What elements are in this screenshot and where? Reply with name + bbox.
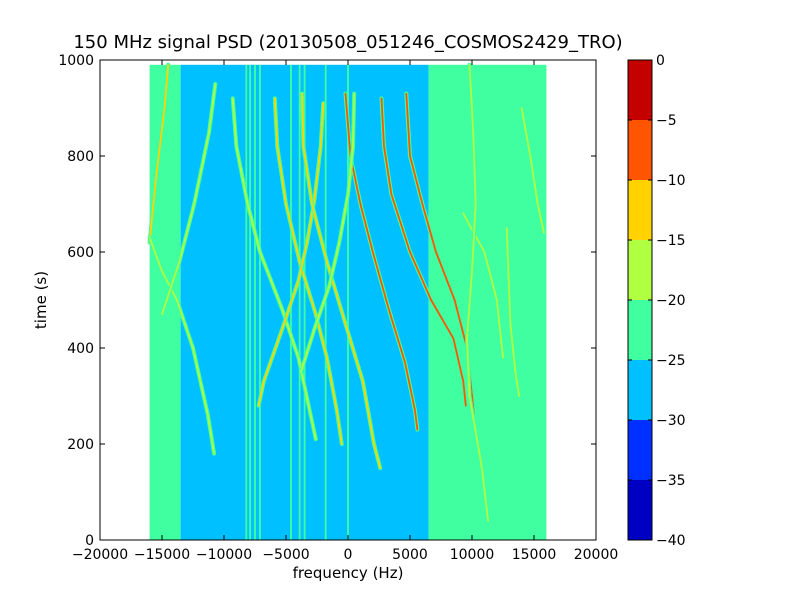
y-tick-label: 800 (67, 149, 94, 165)
stationary-carrier-line (298, 64, 301, 540)
doppler-track (405, 92, 476, 421)
colorbar-tick-label: −25 (656, 353, 686, 369)
colorbar-level (628, 420, 652, 480)
doppler-track (505, 227, 520, 397)
y-tick-label: 0 (85, 533, 94, 549)
colorbar-level (628, 240, 652, 300)
colorbar-tick-label: −10 (656, 173, 686, 189)
chart-title: 150 MHz signal PSD (20130508_051246_COSM… (73, 32, 622, 53)
y-tick-label: 600 (67, 245, 94, 261)
colorbar-tick-label: −15 (656, 233, 686, 249)
x-tick-label: −20000 (72, 547, 128, 563)
x-tick-label: 5000 (392, 547, 428, 563)
x-tick-label: 20000 (574, 547, 619, 563)
stationary-carrier-line (347, 64, 349, 540)
doppler-track (273, 97, 343, 445)
x-tick-label: 15000 (512, 547, 557, 563)
spectrogram-plot (147, 62, 547, 540)
spectrogram-heatmap (147, 62, 547, 540)
x-tick-label: −5000 (262, 547, 309, 563)
doppler-track (231, 97, 317, 441)
stationary-carrier-line (249, 64, 251, 540)
colorbar-level (628, 480, 652, 540)
colorbar-tick-label: −5 (656, 113, 677, 129)
doppler-track (466, 63, 490, 522)
colorbar-level (628, 300, 652, 360)
colorbar-level (628, 60, 652, 120)
doppler-track (380, 97, 467, 407)
x-tick-label: 0 (344, 547, 353, 563)
doppler-track (299, 92, 356, 373)
noise-floor-region (428, 64, 547, 540)
x-tick-label: −15000 (134, 547, 190, 563)
x-tick-label: 10000 (450, 547, 495, 563)
colorbar-level (628, 360, 652, 420)
doppler-track (520, 107, 545, 234)
y-axis-label: time (s) (32, 271, 50, 329)
stationary-carrier-line (245, 64, 248, 540)
colorbar-tick-label: −35 (656, 473, 686, 489)
colorbar-tick-label: 0 (656, 53, 665, 69)
colorbar-tick-label: −30 (656, 413, 686, 429)
y-tick-label: 200 (67, 437, 94, 453)
x-axis: −20000 −15000 −10000 −5000 0 5000 10000 15000 20… (72, 60, 618, 563)
stationary-carrier-line (259, 64, 261, 540)
doppler-track (257, 102, 325, 407)
colorbar-tick-label: −20 (656, 293, 686, 309)
x-axis-label: frequency (Hz) (293, 564, 404, 582)
x-tick-label: −10000 (196, 547, 252, 563)
doppler-track (301, 92, 382, 469)
colorbar: 0 −5 −10 −15 −20 −25 −30 −35 −40 (627, 53, 686, 549)
colorbar-level (628, 120, 652, 180)
y-axis: 0 200 400 600 800 1000 (58, 53, 596, 549)
y-tick-label: 1000 (58, 53, 94, 69)
colorbar-level (628, 180, 652, 240)
doppler-track (148, 63, 170, 244)
stationary-carrier-line (303, 64, 306, 540)
stationary-carrier-line (254, 64, 256, 540)
doppler-track (161, 83, 217, 316)
y-tick-label: 400 (67, 341, 94, 357)
doppler-track (148, 236, 216, 455)
colorbar-tick-label: −40 (656, 533, 686, 549)
